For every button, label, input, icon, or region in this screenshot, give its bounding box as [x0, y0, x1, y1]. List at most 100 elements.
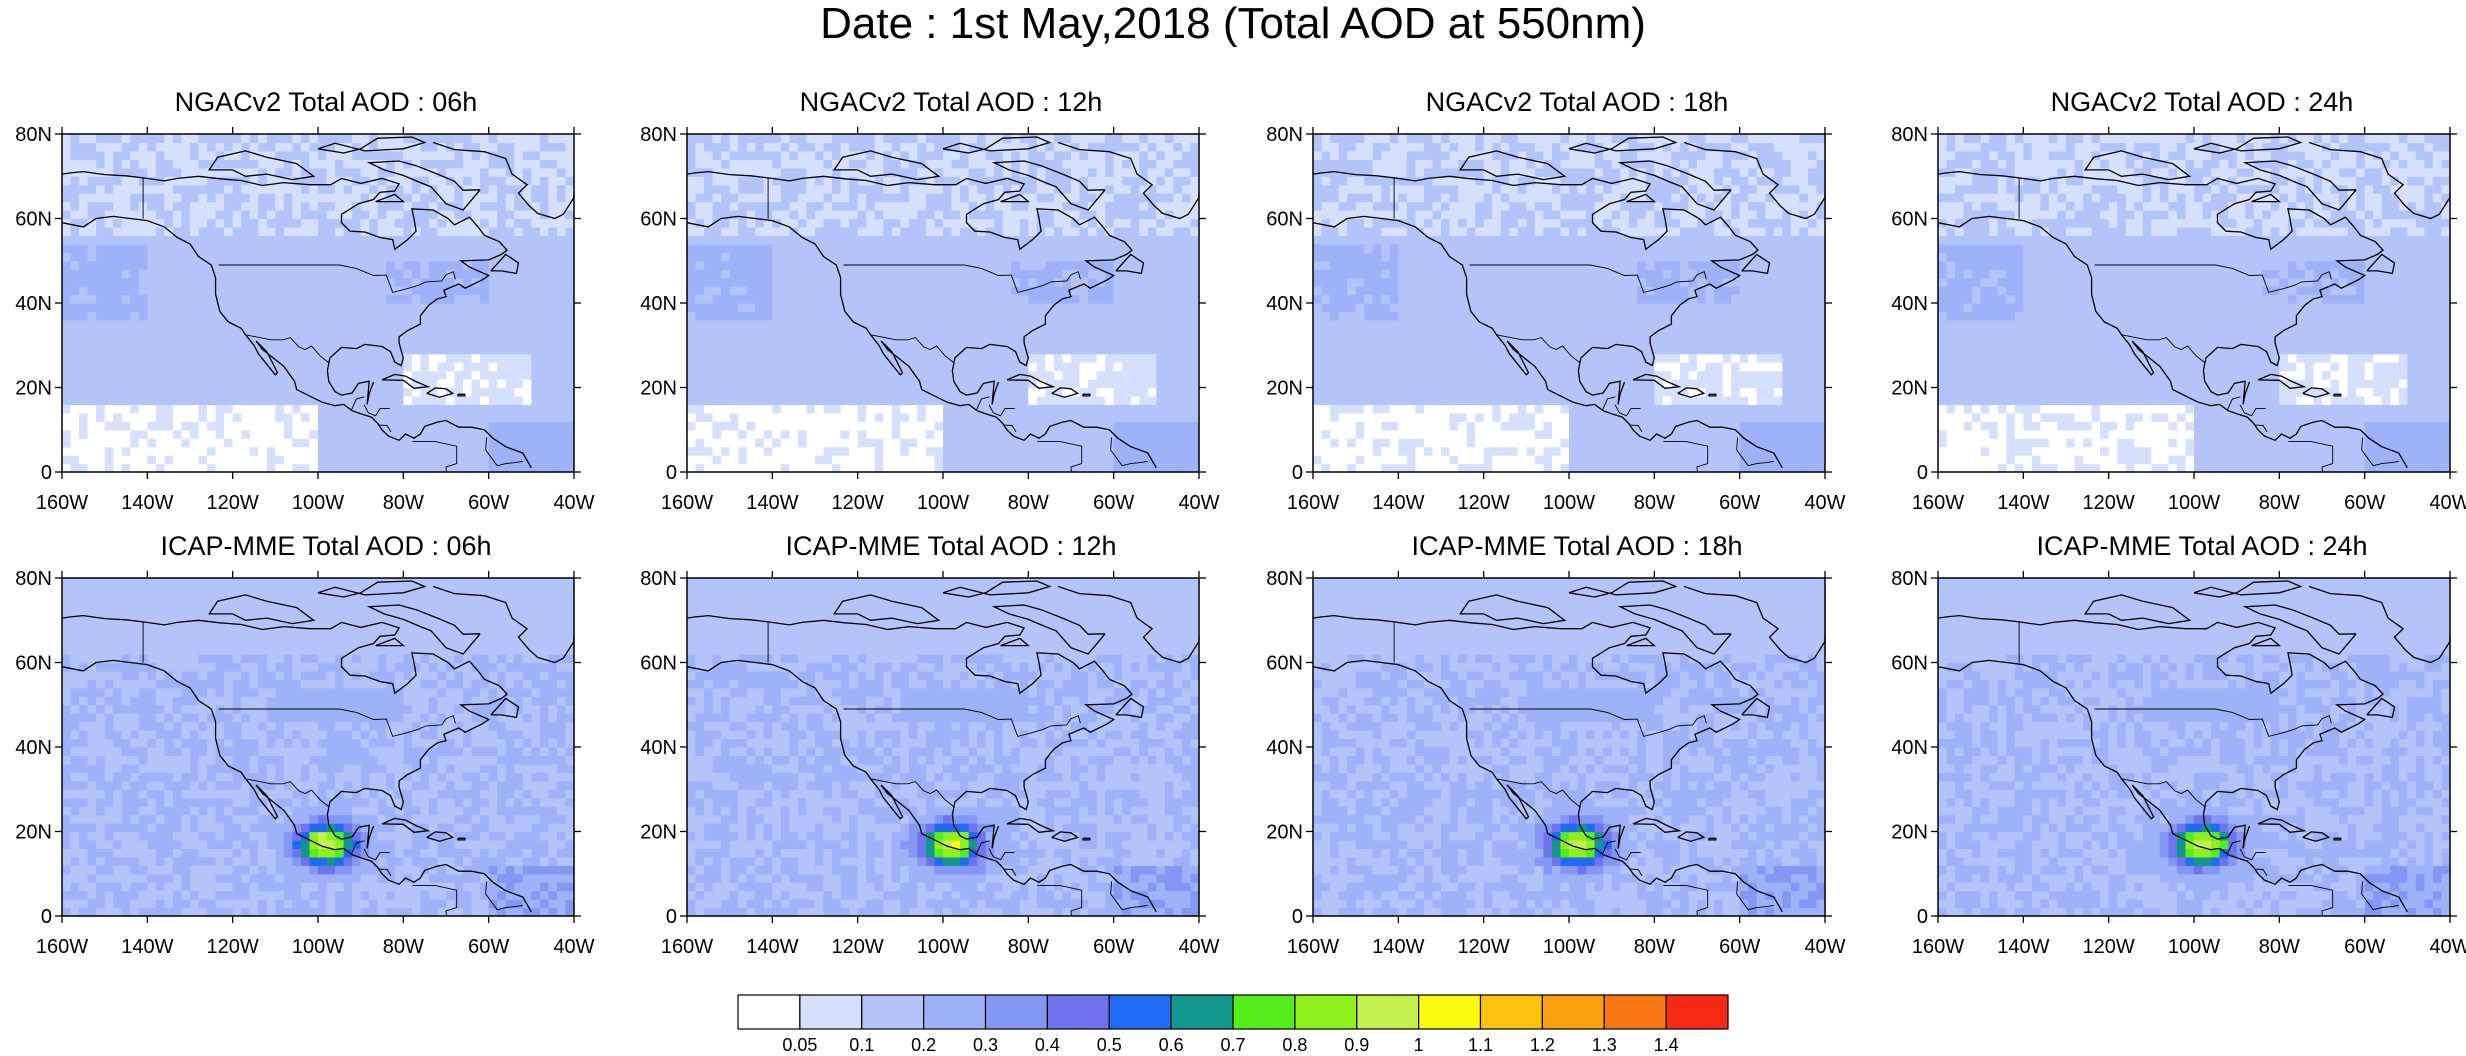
colorbar-label: 0.4	[1035, 1035, 1060, 1055]
lon-tick-label: 80W	[2259, 492, 2300, 514]
map-panel: ICAP-MME Total AOD : 24h 80N 60N 40N 20N 0 160…	[1891, 528, 2466, 1028]
lon-tick-label: 140W	[746, 492, 798, 514]
lon-tick-label: 40W	[553, 492, 594, 514]
lat-tick-label: 80N	[15, 568, 52, 590]
lon-tick-label: 120W	[1458, 936, 1510, 958]
colorbar-label: 0.2	[911, 1035, 936, 1055]
lat-tick-label: 80N	[640, 568, 677, 590]
lat-tick-label: 0	[1917, 462, 1928, 484]
lon-tick-label: 80W	[2259, 936, 2300, 958]
colorbar-label: 1	[1414, 1035, 1424, 1055]
lon-tick-label: 160W	[36, 492, 88, 514]
lat-tick-label: 60N	[1891, 653, 1928, 675]
panel-title: ICAP-MME Total AOD : 18h	[1411, 531, 1743, 561]
lat-tick-label: 20N	[1266, 822, 1303, 844]
lat-tick-label: 0	[1292, 462, 1303, 484]
lat-tick-label: 40N	[1891, 293, 1928, 315]
lon-tick-label: 120W	[2083, 492, 2135, 514]
lon-tick-label: 100W	[2168, 936, 2220, 958]
lat-tick-label: 20N	[15, 822, 52, 844]
lon-tick-label: 40W	[1804, 492, 1845, 514]
lon-tick-label: 120W	[832, 492, 884, 514]
lon-tick-label: 120W	[1458, 492, 1510, 514]
map-panel: NGACv2 Total AOD : 12h 80N 60N 40N 20N 0 160W 1…	[640, 84, 1257, 584]
coastlines	[1312, 580, 1826, 913]
lon-tick-label: 80W	[1634, 936, 1675, 958]
coastlines	[1937, 136, 2451, 469]
lon-tick-label: 160W	[1912, 492, 1964, 514]
coastlines	[1312, 136, 1826, 469]
map-plot: 80N 60N 40N 20N 0 160W 140W 120W 100W 80W 60W 40W	[640, 124, 1219, 514]
colorbar-label: 0.5	[1097, 1035, 1122, 1055]
lat-tick-label: 0	[41, 462, 52, 484]
lat-tick-label: 80N	[1266, 568, 1303, 590]
aod-field	[1313, 134, 1826, 473]
map-panel: ICAP-MME Total AOD : 12h 80N 60N 40N 20N 0 160…	[640, 528, 1257, 1028]
lat-tick-label: 40N	[640, 293, 677, 315]
lat-tick-label: 0	[666, 906, 677, 928]
colorbar-label: 0.3	[973, 1035, 998, 1055]
lon-tick-label: 160W	[661, 936, 713, 958]
lat-tick-label: 60N	[1266, 209, 1303, 231]
lon-tick-label: 140W	[121, 492, 173, 514]
lat-tick-label: 80N	[15, 124, 52, 146]
country-borders	[142, 177, 523, 473]
country-borders	[767, 621, 1148, 917]
main-title: Date : 1st May,2018 (Total AOD at 550nm)	[820, 0, 1646, 48]
lon-tick-label: 60W	[1093, 936, 1134, 958]
colorbar-label: 1.1	[1468, 1035, 1493, 1055]
colorbar-label: 1.4	[1654, 1035, 1679, 1055]
lat-tick-label: 60N	[640, 209, 677, 231]
lon-tick-label: 140W	[1372, 492, 1424, 514]
country-borders	[767, 177, 1148, 473]
lon-tick-label: 160W	[661, 492, 713, 514]
panel-title: ICAP-MME Total AOD : 06h	[160, 531, 492, 561]
lat-tick-label: 40N	[640, 737, 677, 759]
aod-field	[62, 578, 575, 917]
lat-tick-label: 60N	[640, 653, 677, 675]
panel-title: NGACv2 Total AOD : 24h	[2050, 87, 2354, 117]
map-plot: 80N 60N 40N 20N 0 160W 140W 120W 100W 80W 60W 40W	[15, 124, 594, 514]
colorbar-label: 0.8	[1282, 1035, 1307, 1055]
lat-tick-label: 40N	[1266, 737, 1303, 759]
lon-tick-label: 100W	[292, 492, 344, 514]
lon-tick-label: 80W	[383, 492, 424, 514]
aod-field	[1938, 578, 2451, 917]
colorbar-label: 0.6	[1159, 1035, 1184, 1055]
lon-tick-label: 100W	[292, 936, 344, 958]
lat-tick-label: 40N	[1266, 293, 1303, 315]
lat-tick-label: 20N	[1266, 378, 1303, 400]
lon-tick-label: 140W	[746, 936, 798, 958]
map-panel: NGACv2 Total AOD : 18h 80N 60N 40N 20N 0 160W 1…	[1266, 84, 1883, 584]
lon-tick-label: 60W	[2344, 936, 2385, 958]
lat-tick-label: 80N	[1891, 124, 1928, 146]
lat-tick-label: 80N	[1266, 124, 1303, 146]
lon-tick-label: 160W	[36, 936, 88, 958]
map-panel: ICAP-MME Total AOD : 06h 80N 60N 40N 20N 0 160…	[15, 528, 632, 1028]
lon-tick-label: 140W	[1372, 936, 1424, 958]
aod-field	[62, 134, 575, 473]
lat-tick-label: 60N	[1266, 653, 1303, 675]
lon-tick-label: 160W	[1912, 936, 1964, 958]
lat-tick-label: 0	[666, 462, 677, 484]
panel-title: ICAP-MME Total AOD : 12h	[785, 531, 1117, 561]
coastlines	[61, 580, 575, 913]
lon-tick-label: 140W	[1997, 936, 2049, 958]
lon-tick-label: 100W	[2168, 492, 2220, 514]
lon-tick-label: 120W	[207, 492, 259, 514]
lat-tick-label: 60N	[15, 653, 52, 675]
coastlines	[1937, 580, 2451, 913]
lat-tick-label: 80N	[1891, 568, 1928, 590]
colorbar-label: 0.9	[1344, 1035, 1369, 1055]
lon-tick-label: 40W	[2429, 492, 2466, 514]
country-borders	[2018, 177, 2399, 473]
lon-tick-label: 100W	[1543, 492, 1595, 514]
lat-tick-label: 60N	[1891, 209, 1928, 231]
lon-tick-label: 60W	[1719, 492, 1760, 514]
lon-tick-label: 120W	[832, 936, 884, 958]
lon-tick-label: 80W	[1008, 936, 1049, 958]
panel-title: NGACv2 Total AOD : 12h	[799, 87, 1103, 117]
lon-tick-label: 120W	[207, 936, 259, 958]
lon-tick-label: 60W	[468, 936, 509, 958]
map-panel: ICAP-MME Total AOD : 18h 80N 60N 40N 20N 0 160…	[1266, 528, 1883, 1028]
